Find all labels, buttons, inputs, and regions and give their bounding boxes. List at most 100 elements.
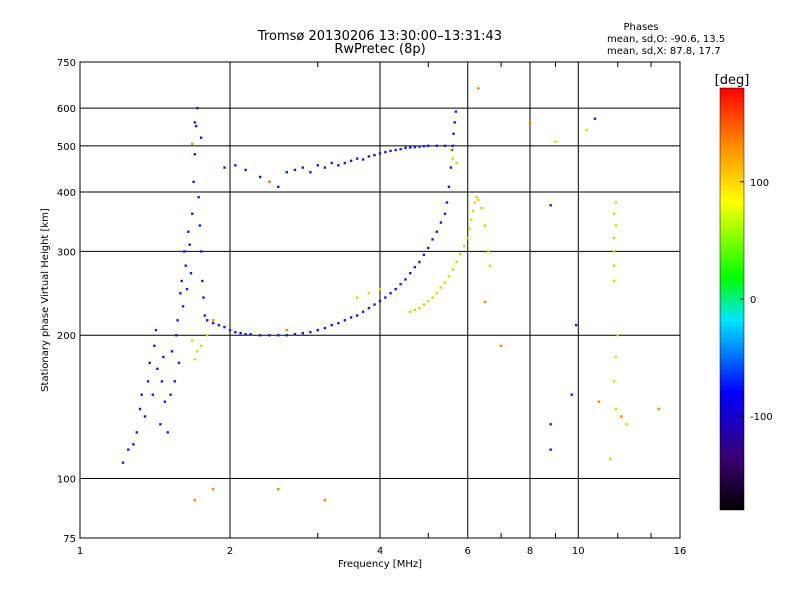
data-point (612, 212, 616, 215)
data-point (361, 310, 365, 314)
data-point (447, 275, 451, 278)
data-point (574, 323, 578, 327)
data-point (268, 180, 271, 184)
data-point (189, 272, 193, 275)
data-point (355, 296, 359, 299)
data-point (337, 164, 340, 167)
data-point (166, 431, 169, 434)
y-tick-label: 75 (63, 534, 76, 545)
data-point (148, 361, 151, 365)
data-point (384, 296, 387, 299)
data-point (612, 264, 616, 267)
data-point (191, 142, 194, 145)
data-point (404, 278, 407, 281)
data-point (146, 380, 150, 383)
data-point (435, 144, 438, 148)
data-point (378, 152, 382, 155)
data-point (570, 393, 573, 396)
x-axis-label: Frequency [MHz] (338, 559, 422, 570)
data-point (409, 272, 412, 275)
data-point (135, 431, 138, 434)
data-point (343, 161, 347, 165)
data-point (173, 380, 177, 383)
data-point (211, 321, 215, 325)
plot-frame (79, 61, 681, 539)
phases-title: Phases (623, 22, 658, 33)
data-point (612, 380, 616, 383)
data-point (163, 400, 167, 403)
data-point (156, 367, 159, 371)
data-point (443, 281, 447, 284)
data-point (211, 319, 215, 322)
x-axis-ticks: 1 2 4 6 8 10 16 (77, 546, 687, 557)
plot-grid (80, 62, 680, 538)
data-point (620, 415, 623, 418)
data-point (277, 185, 280, 189)
data-point (449, 166, 453, 169)
data-point (477, 87, 480, 90)
data-point (196, 350, 199, 353)
data-point (355, 157, 359, 160)
data-point (309, 171, 312, 174)
data-point (418, 145, 421, 148)
data-point (373, 303, 376, 306)
data-point (435, 292, 438, 295)
x-tick-label: 16 (674, 546, 687, 557)
data-point (330, 161, 333, 165)
data-point (153, 344, 156, 348)
data-point (459, 252, 462, 256)
data-point (349, 316, 353, 319)
data-point (199, 344, 203, 348)
data-point (191, 339, 194, 342)
data-point (202, 296, 205, 299)
data-point (413, 265, 417, 269)
data-point (193, 499, 197, 502)
data-point (323, 326, 327, 330)
x-tick-label: 10 (572, 546, 585, 557)
data-point (409, 146, 412, 149)
data-point (609, 457, 612, 461)
data-point (309, 330, 312, 334)
data-point (451, 157, 455, 160)
data-point (185, 287, 189, 291)
data-point (625, 423, 628, 426)
data-point (466, 236, 469, 240)
data-point (528, 121, 532, 124)
data-point (180, 279, 183, 283)
data-point (422, 253, 426, 257)
data-point (198, 224, 202, 227)
data-point (454, 110, 458, 113)
data-point (427, 144, 430, 148)
x-tick-label: 4 (377, 546, 383, 557)
data-point (614, 201, 618, 204)
data-point (234, 330, 237, 334)
x-tick-label: 2 (227, 546, 233, 557)
data-point (143, 415, 147, 418)
data-point (449, 148, 453, 152)
data-point (612, 279, 616, 283)
data-point (453, 121, 456, 124)
data-point (177, 361, 181, 365)
data-point (614, 407, 618, 411)
data-point (201, 279, 204, 283)
data-point (211, 487, 215, 491)
x-tick-label: 1 (77, 546, 83, 557)
data-point (160, 380, 164, 383)
data-point (612, 250, 616, 253)
data-point (138, 407, 142, 411)
data-point (367, 306, 371, 310)
data-point (223, 166, 226, 169)
x-tick-label: 6 (465, 546, 471, 557)
y-tick-label: 600 (57, 104, 76, 115)
data-point (451, 144, 455, 148)
data-point (121, 461, 125, 464)
data-point (285, 334, 288, 337)
data-point (196, 106, 199, 110)
data-point (431, 296, 434, 299)
data-point (549, 423, 552, 426)
data-point (389, 292, 392, 295)
data-point (343, 319, 347, 322)
data-point (597, 400, 601, 403)
colorbar-tick-label: -100 (750, 412, 773, 423)
